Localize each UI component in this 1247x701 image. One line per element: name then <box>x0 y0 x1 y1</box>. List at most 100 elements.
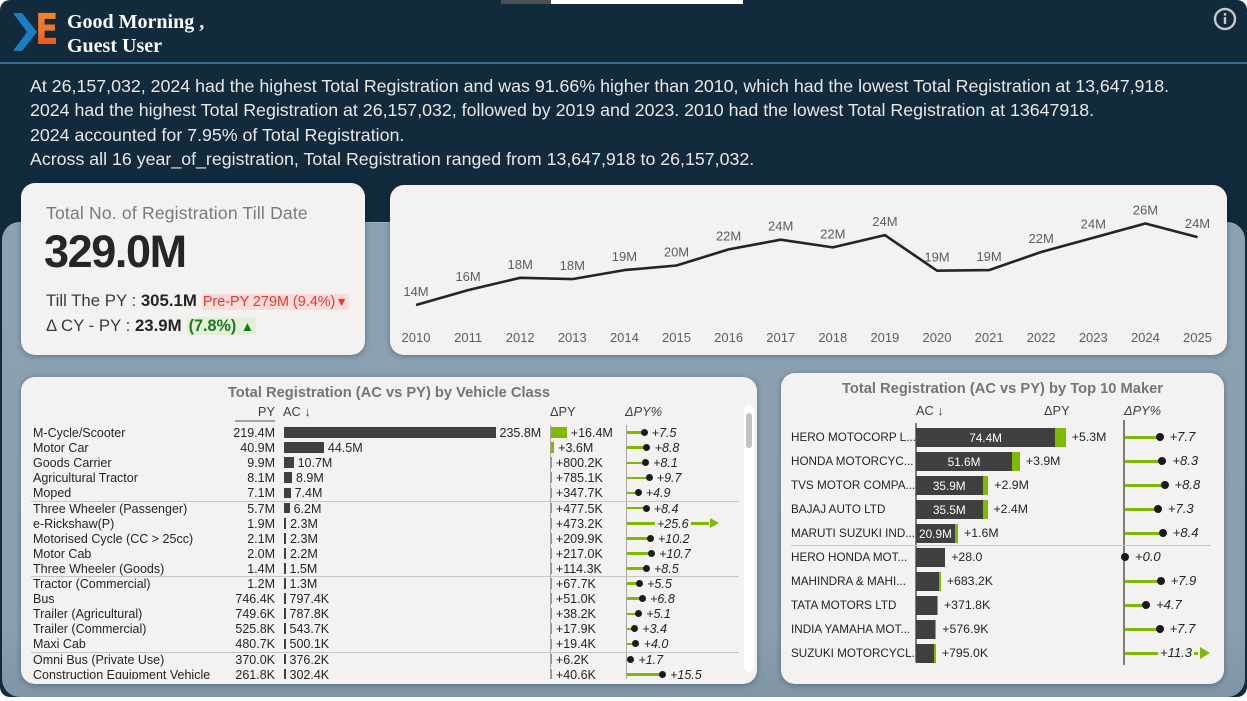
ac-bar[interactable] <box>916 571 941 591</box>
dpy-value: +576.9K <box>942 622 989 636</box>
ac-bar[interactable] <box>284 532 287 544</box>
ac-bar[interactable]: 74.4M <box>916 427 1066 447</box>
dpy-bar[interactable] <box>550 578 552 589</box>
dpy-bar[interactable] <box>550 547 552 559</box>
trend-line-chart[interactable]: 14M 2010 16M 2011 18M 2012 18M 2013 19M 2014 20M 20… <box>390 185 1227 355</box>
trend-x-label: 2019 <box>870 330 899 345</box>
column-header-py[interactable]: PY <box>257 404 275 419</box>
trend-line-chart-card[interactable]: 14M 2010 16M 2011 18M 2012 18M 2013 19M 2014 20M 20… <box>390 185 1227 355</box>
table-row[interactable]: Three Wheeler (Passenger) 5.7M 6.2M +477.5K… <box>21 501 757 516</box>
dpy-bar[interactable] <box>550 457 552 469</box>
table-row[interactable]: Bus 746.4K 797.4K +51.0K +6.8 <box>21 591 757 606</box>
dpypct-value: +25.6 <box>655 516 691 531</box>
table-row[interactable]: SUZUKI MOTORCYCL... +795.0K +11.3 <box>781 641 1224 665</box>
column-header-ac[interactable]: AC ↓ <box>916 403 944 418</box>
column-header-dpypct[interactable]: ΔPY% <box>1124 403 1162 418</box>
table-row[interactable]: Motor Car 40.9M 44.5M +3.6M +8.8 <box>21 440 757 455</box>
ac-bar[interactable] <box>284 442 324 454</box>
dpy-bar[interactable] <box>550 608 552 620</box>
table-row[interactable]: HERO MOTOCORP L... 74.4M +5.3M +7.7 <box>781 425 1224 449</box>
trend-line[interactable] <box>415 222 1198 307</box>
ac-bar[interactable] <box>284 578 286 589</box>
table-rows: HERO MOTOCORP L... 74.4M +5.3M +7.7 HONDA MO… <box>781 420 1224 667</box>
ac-bar[interactable]: 20.9M <box>916 523 959 543</box>
table-row[interactable]: Moped 7.1M 7.4M +347.7K +4.9 <box>21 485 757 500</box>
ac-bar[interactable] <box>284 547 286 559</box>
column-header-dpypct[interactable]: ΔPY% <box>625 404 663 419</box>
column-header-dpy[interactable]: ΔPY <box>550 404 576 419</box>
dpy-bar[interactable] <box>550 427 567 438</box>
info-button[interactable] <box>1213 7 1237 31</box>
ac-bar[interactable] <box>284 623 286 635</box>
ac-bar[interactable] <box>284 608 286 620</box>
dpy-bar[interactable] <box>550 653 552 665</box>
ac-bar[interactable] <box>284 638 286 650</box>
table-row[interactable]: TVS MOTOR COMPA... 35.9M +2.9M +8.8 <box>781 473 1224 497</box>
table-row[interactable]: M-Cycle/Scooter 219.4M 235.8M +16.4M +7.5 <box>21 425 757 440</box>
table-row[interactable]: Trailer (Commercial) 525.8K 543.7K +17.9K +3… <box>21 621 757 636</box>
kpi-delta-pct: (7.8%) <box>188 317 237 335</box>
dpy-value: +217.0K <box>555 546 603 561</box>
vehicle-class-scrollbar-thumb[interactable] <box>746 413 752 448</box>
ac-bar[interactable] <box>284 593 286 605</box>
ac-bar[interactable]: 51.6M <box>916 451 1020 471</box>
ac-bar[interactable] <box>284 668 286 679</box>
dpy-bar[interactable] <box>550 487 552 499</box>
table-row[interactable]: INDIA YAMAHA MOT... +576.9K +7.7 <box>781 617 1224 641</box>
column-header-ac[interactable]: AC ↓ <box>283 404 311 419</box>
table-row[interactable]: Tractor (Commercial) 1.2M 1.3M +67.7K +5.5 <box>21 576 757 591</box>
dpy-bar[interactable] <box>550 472 552 484</box>
dpy-bar[interactable] <box>550 668 552 679</box>
dpy-bar[interactable] <box>550 563 552 574</box>
dpy-bar[interactable] <box>550 442 555 454</box>
table-row[interactable]: TATA MOTORS LTD +371.8K +4.7 <box>781 593 1224 617</box>
column-header-dpy[interactable]: ΔPY <box>1044 403 1070 418</box>
table-row[interactable]: Motor Cab 2.0M 2.2M +217.0K +10.7 <box>21 546 757 561</box>
trend-x-label: 2024 <box>1131 330 1160 345</box>
ac-bar[interactable] <box>916 595 938 615</box>
dpy-bar[interactable] <box>550 593 552 605</box>
ac-bar[interactable]: 35.5M <box>916 499 988 519</box>
ac-bar[interactable] <box>284 487 291 499</box>
table-row[interactable]: Agricultural Tractor 8.1M 8.9M +785.1K +9.7 <box>21 470 757 485</box>
dpypct-line <box>1125 627 1160 631</box>
table-row[interactable]: Omni Bus (Private Use) 370.0K 376.2K +6.2K +… <box>21 652 757 667</box>
ac-bar[interactable] <box>284 502 290 514</box>
table-row[interactable]: MAHINDRA & MAHI... +683.2K +7.9 <box>781 569 1224 593</box>
dpy-bar[interactable] <box>550 638 552 650</box>
ac-bar[interactable] <box>916 619 937 639</box>
table-row[interactable]: e-Rickshaw(P) 1.9M 2.3M +473.2K +25.6 <box>21 516 757 531</box>
ac-bar[interactable] <box>284 563 286 574</box>
ac-value: 7.4M <box>294 486 323 501</box>
table-row[interactable]: BAJAJ AUTO LTD 35.5M +2.4M +7.3 <box>781 497 1224 521</box>
ac-bar[interactable]: 35.9M <box>916 475 989 495</box>
maker-table-card[interactable]: Total Registration (AC vs PY) by Top 10 … <box>781 373 1224 684</box>
table-row[interactable]: Maxi Cab 480.7K 500.1K +19.4K +4.0 <box>21 636 757 651</box>
row-label: Trailer (Commercial) <box>33 622 147 637</box>
table-row[interactable]: Motorised Cycle (CC > 25cc) 2.1M 2.3M +209.… <box>21 531 757 546</box>
dpypct-dot <box>634 489 642 497</box>
vehicle-class-scrollbar[interactable] <box>744 405 754 672</box>
table-row[interactable]: HONDA MOTORCYC... 51.6M +3.9M +8.3 <box>781 449 1224 473</box>
ac-bar[interactable] <box>284 427 496 438</box>
table-row[interactable]: HERO HONDA MOT... +28.0 +0.0 <box>781 545 1224 569</box>
ac-bar[interactable] <box>284 457 294 469</box>
table-row[interactable]: Trailer (Agricultural) 749.6K 787.8K +38.2K… <box>21 606 757 621</box>
ac-bar[interactable] <box>284 472 292 484</box>
table-row[interactable]: Goods Carrier 9.9M 10.7M +800.2K +8.1 <box>21 455 757 470</box>
table-row[interactable]: MARUTI SUZUKI IND... 20.9M +1.6M +8.4 <box>781 521 1224 545</box>
ac-bar[interactable] <box>916 643 936 663</box>
table-row[interactable]: Construction Equipment Vehicle 261.8K 302.… <box>21 667 757 679</box>
ac-bar[interactable] <box>284 517 287 529</box>
dpy-bar[interactable] <box>550 517 552 529</box>
dpy-bar[interactable] <box>550 623 552 635</box>
ac-bar[interactable] <box>916 547 946 567</box>
row-label: MARUTI SUZUKI IND... <box>791 526 916 540</box>
up-triangle-icon: ▲ <box>240 319 255 334</box>
dpy-bar[interactable] <box>550 532 552 544</box>
ac-bar[interactable] <box>284 653 286 665</box>
dpy-bar[interactable] <box>550 502 552 514</box>
table-row[interactable]: Three Wheeler (Goods) 1.4M 1.5M +114.3K +8.5 <box>21 561 757 576</box>
kpi-card[interactable]: Total No. of Registration Till Date 329.… <box>21 183 365 355</box>
vehicle-class-table-card[interactable]: Total Registration (AC vs PY) by Vehicle… <box>21 377 757 684</box>
